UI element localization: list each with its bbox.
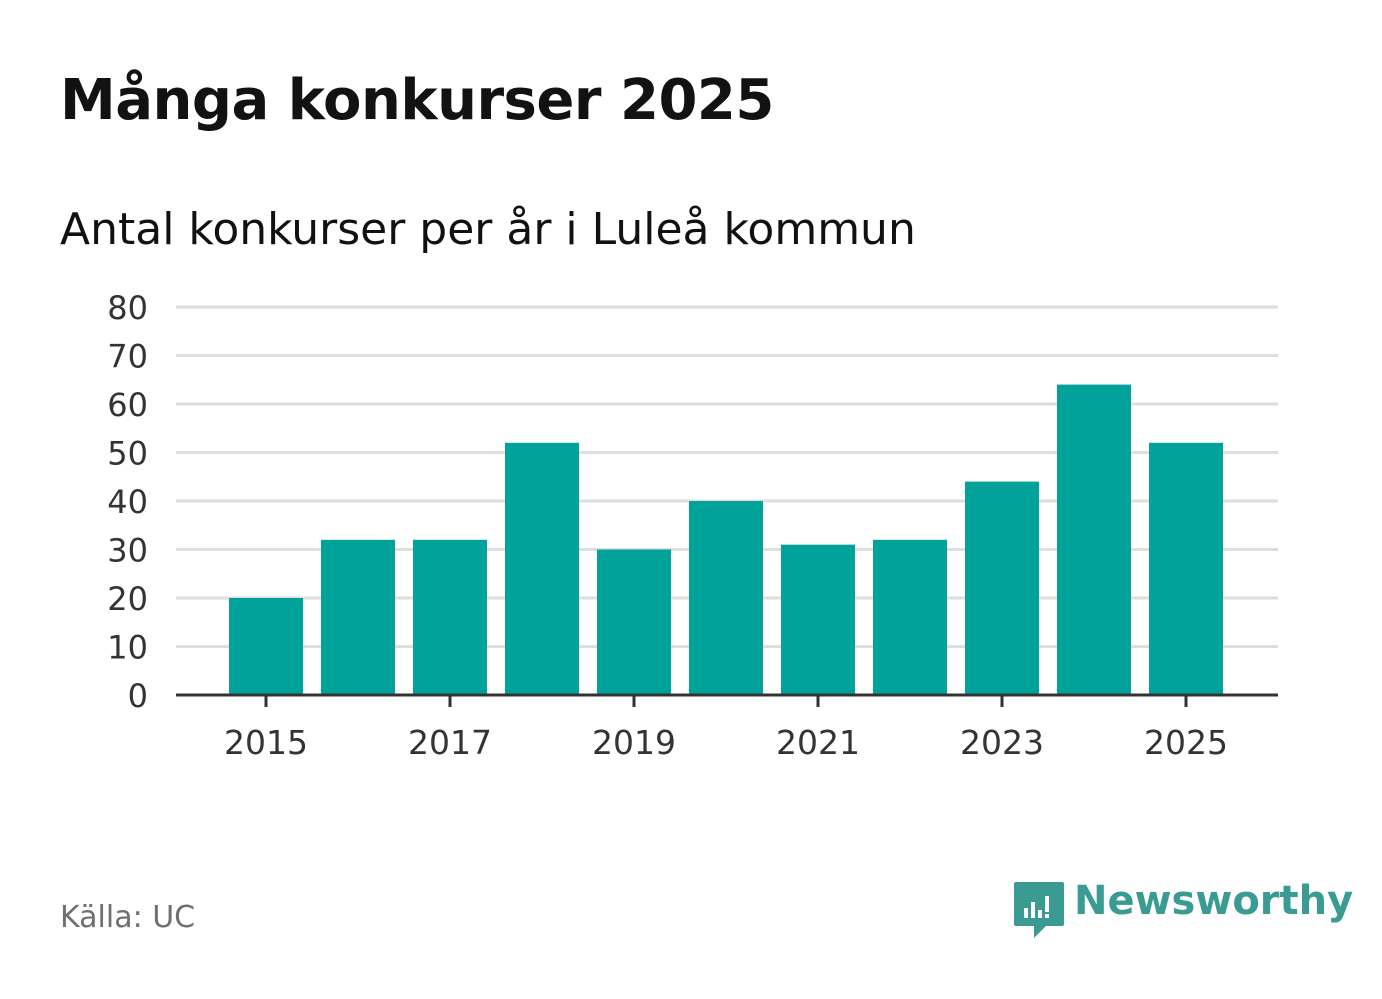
bar-2019 [597,549,671,695]
chart-title: Många konkurser 2025 [60,68,774,133]
x-tick-label: 2023 [960,723,1044,762]
x-tick-label: 2019 [592,723,676,762]
x-axis-labels: 2015 2017 2019 2021 2023 2025 [224,723,1228,762]
x-tick-label: 2025 [1144,723,1228,762]
bar-2015 [229,598,303,695]
y-tick-label: 40 [107,483,148,521]
bar-2023 [965,481,1039,695]
x-tick-label: 2015 [224,723,308,762]
y-axis-labels: 0 10 20 30 40 50 60 70 80 [107,289,148,715]
bar-2017 [413,539,487,695]
y-tick-label: 70 [107,338,148,376]
y-tick-label: 30 [107,532,148,570]
x-tick-label: 2021 [776,723,860,762]
bar-2021 [781,544,855,695]
y-tick-label: 10 [107,629,148,667]
newsworthy-logo: Newsworthy [1012,878,1354,940]
y-tick-label: 0 [128,677,148,715]
bar-2025 [1149,442,1223,695]
bar-2018 [505,442,579,695]
x-tick-label: 2017 [408,723,492,762]
brand-name: Newsworthy [1074,878,1354,924]
y-tick-label: 80 [107,289,148,327]
bars [229,384,1223,695]
bar-2016 [321,539,395,695]
newsworthy-logo-icon [1014,882,1064,938]
bar-2024 [1057,384,1131,695]
y-tick-label: 50 [107,435,148,473]
bar-2020 [689,501,763,695]
chart-subtitle: Antal konkurser per år i Luleå kommun [60,204,916,255]
y-tick-label: 60 [107,386,148,424]
x-axis [176,693,1278,707]
source-note: Källa: UC [60,900,196,935]
bar-2022 [873,539,947,695]
y-tick-label: 20 [107,580,148,618]
